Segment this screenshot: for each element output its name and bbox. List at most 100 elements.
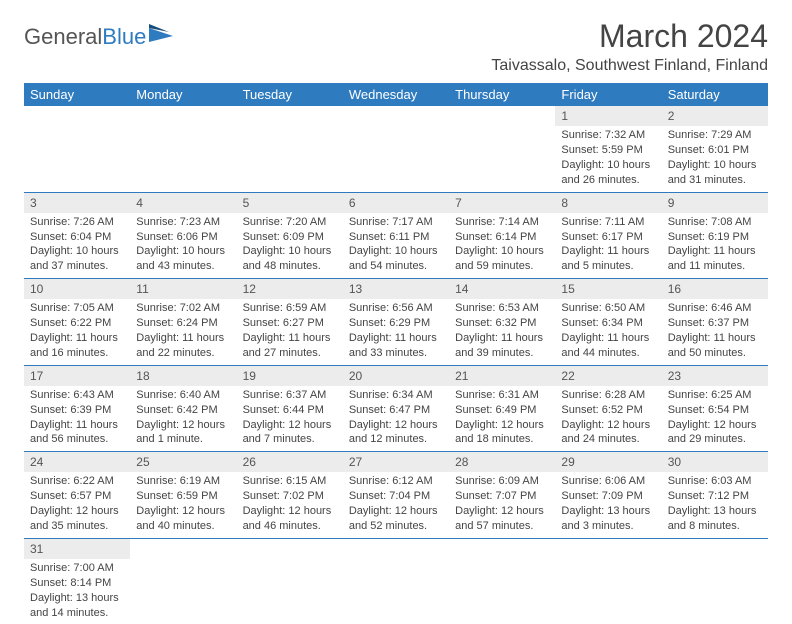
daylight-text: Daylight: 10 hours and 48 minutes. [243, 244, 337, 274]
weekday-header: Friday [555, 83, 661, 106]
day-body: Sunrise: 7:32 AMSunset: 5:59 PMDaylight:… [555, 126, 661, 191]
day-number: 30 [662, 452, 768, 472]
day-body: Sunrise: 6:40 AMSunset: 6:42 PMDaylight:… [130, 386, 236, 451]
daylight-text: Daylight: 10 hours and 26 minutes. [561, 158, 655, 188]
sunset-text: Sunset: 6:44 PM [243, 403, 337, 418]
calendar-cell: 13Sunrise: 6:56 AMSunset: 6:29 PMDayligh… [343, 279, 449, 366]
sunset-text: Sunset: 6:54 PM [668, 403, 762, 418]
sunset-text: Sunset: 6:04 PM [30, 230, 124, 245]
sunset-text: Sunset: 7:09 PM [561, 489, 655, 504]
sunrise-text: Sunrise: 7:11 AM [561, 215, 655, 230]
daylight-text: Daylight: 12 hours and 24 minutes. [561, 418, 655, 448]
calendar-cell: 19Sunrise: 6:37 AMSunset: 6:44 PMDayligh… [237, 365, 343, 452]
calendar-cell-empty [662, 538, 768, 624]
day-number: 24 [24, 452, 130, 472]
sunset-text: Sunset: 7:07 PM [455, 489, 549, 504]
sunrise-text: Sunrise: 6:25 AM [668, 388, 762, 403]
calendar-cell: 18Sunrise: 6:40 AMSunset: 6:42 PMDayligh… [130, 365, 236, 452]
sunrise-text: Sunrise: 7:00 AM [30, 561, 124, 576]
sunset-text: Sunset: 7:04 PM [349, 489, 443, 504]
sunrise-text: Sunrise: 6:12 AM [349, 474, 443, 489]
weekday-header: Sunday [24, 83, 130, 106]
month-title: March 2024 [491, 18, 768, 55]
day-number: 9 [662, 193, 768, 213]
sunrise-text: Sunrise: 7:32 AM [561, 128, 655, 143]
logo-text-2: Blue [102, 24, 146, 50]
calendar-cell: 7Sunrise: 7:14 AMSunset: 6:14 PMDaylight… [449, 192, 555, 279]
daylight-text: Daylight: 13 hours and 3 minutes. [561, 504, 655, 534]
daylight-text: Daylight: 11 hours and 27 minutes. [243, 331, 337, 361]
calendar-cell: 30Sunrise: 6:03 AMSunset: 7:12 PMDayligh… [662, 452, 768, 539]
day-number: 20 [343, 366, 449, 386]
sunrise-text: Sunrise: 7:26 AM [30, 215, 124, 230]
day-number: 1 [555, 106, 661, 126]
daylight-text: Daylight: 10 hours and 43 minutes. [136, 244, 230, 274]
calendar-cell: 6Sunrise: 7:17 AMSunset: 6:11 PMDaylight… [343, 192, 449, 279]
day-number: 6 [343, 193, 449, 213]
sunrise-text: Sunrise: 6:59 AM [243, 301, 337, 316]
weekday-header: Saturday [662, 83, 768, 106]
sunrise-text: Sunrise: 6:31 AM [455, 388, 549, 403]
weekday-header: Monday [130, 83, 236, 106]
daylight-text: Daylight: 11 hours and 56 minutes. [30, 418, 124, 448]
calendar-cell: 11Sunrise: 7:02 AMSunset: 6:24 PMDayligh… [130, 279, 236, 366]
day-body: Sunrise: 7:23 AMSunset: 6:06 PMDaylight:… [130, 213, 236, 278]
calendar-cell: 5Sunrise: 7:20 AMSunset: 6:09 PMDaylight… [237, 192, 343, 279]
sunset-text: Sunset: 6:39 PM [30, 403, 124, 418]
day-number: 22 [555, 366, 661, 386]
location: Taivassalo, Southwest Finland, Finland [491, 57, 768, 75]
sunrise-text: Sunrise: 7:02 AM [136, 301, 230, 316]
title-block: March 2024 Taivassalo, Southwest Finland… [491, 18, 768, 75]
calendar-cell: 14Sunrise: 6:53 AMSunset: 6:32 PMDayligh… [449, 279, 555, 366]
sunset-text: Sunset: 6:57 PM [30, 489, 124, 504]
daylight-text: Daylight: 13 hours and 8 minutes. [668, 504, 762, 534]
sunrise-text: Sunrise: 7:29 AM [668, 128, 762, 143]
sunrise-text: Sunrise: 6:28 AM [561, 388, 655, 403]
daylight-text: Daylight: 12 hours and 35 minutes. [30, 504, 124, 534]
day-number: 8 [555, 193, 661, 213]
sunrise-text: Sunrise: 6:56 AM [349, 301, 443, 316]
sunrise-text: Sunrise: 6:06 AM [561, 474, 655, 489]
day-body: Sunrise: 6:50 AMSunset: 6:34 PMDaylight:… [555, 299, 661, 364]
calendar-body: 1Sunrise: 7:32 AMSunset: 5:59 PMDaylight… [24, 106, 768, 624]
calendar-cell: 1Sunrise: 7:32 AMSunset: 5:59 PMDaylight… [555, 106, 661, 192]
calendar-row: 17Sunrise: 6:43 AMSunset: 6:39 PMDayligh… [24, 365, 768, 452]
daylight-text: Daylight: 10 hours and 59 minutes. [455, 244, 549, 274]
sunset-text: Sunset: 6:09 PM [243, 230, 337, 245]
daylight-text: Daylight: 12 hours and 46 minutes. [243, 504, 337, 534]
calendar-cell: 9Sunrise: 7:08 AMSunset: 6:19 PMDaylight… [662, 192, 768, 279]
day-body: Sunrise: 7:14 AMSunset: 6:14 PMDaylight:… [449, 213, 555, 278]
calendar-cell: 24Sunrise: 6:22 AMSunset: 6:57 PMDayligh… [24, 452, 130, 539]
day-body: Sunrise: 6:12 AMSunset: 7:04 PMDaylight:… [343, 472, 449, 537]
daylight-text: Daylight: 11 hours and 33 minutes. [349, 331, 443, 361]
daylight-text: Daylight: 13 hours and 14 minutes. [30, 591, 124, 621]
weekday-header: Wednesday [343, 83, 449, 106]
sunset-text: Sunset: 6:37 PM [668, 316, 762, 331]
calendar-cell: 31Sunrise: 7:00 AMSunset: 8:14 PMDayligh… [24, 538, 130, 624]
day-number: 14 [449, 279, 555, 299]
day-body: Sunrise: 6:46 AMSunset: 6:37 PMDaylight:… [662, 299, 768, 364]
calendar-row: 10Sunrise: 7:05 AMSunset: 6:22 PMDayligh… [24, 279, 768, 366]
day-body: Sunrise: 6:19 AMSunset: 6:59 PMDaylight:… [130, 472, 236, 537]
day-number: 12 [237, 279, 343, 299]
day-body: Sunrise: 7:05 AMSunset: 6:22 PMDaylight:… [24, 299, 130, 364]
sunrise-text: Sunrise: 6:43 AM [30, 388, 124, 403]
calendar-cell: 3Sunrise: 7:26 AMSunset: 6:04 PMDaylight… [24, 192, 130, 279]
calendar-cell: 8Sunrise: 7:11 AMSunset: 6:17 PMDaylight… [555, 192, 661, 279]
day-number: 2 [662, 106, 768, 126]
sunset-text: Sunset: 6:24 PM [136, 316, 230, 331]
calendar-cell-empty [555, 538, 661, 624]
header: GeneralBlue March 2024 Taivassalo, South… [24, 18, 768, 75]
day-body: Sunrise: 6:09 AMSunset: 7:07 PMDaylight:… [449, 472, 555, 537]
sunrise-text: Sunrise: 6:34 AM [349, 388, 443, 403]
calendar-cell: 15Sunrise: 6:50 AMSunset: 6:34 PMDayligh… [555, 279, 661, 366]
weekday-header: Tuesday [237, 83, 343, 106]
day-body: Sunrise: 6:59 AMSunset: 6:27 PMDaylight:… [237, 299, 343, 364]
day-number: 19 [237, 366, 343, 386]
calendar-cell: 29Sunrise: 6:06 AMSunset: 7:09 PMDayligh… [555, 452, 661, 539]
sunset-text: Sunset: 6:14 PM [455, 230, 549, 245]
sunset-text: Sunset: 6:52 PM [561, 403, 655, 418]
sunrise-text: Sunrise: 6:09 AM [455, 474, 549, 489]
day-number: 5 [237, 193, 343, 213]
daylight-text: Daylight: 12 hours and 7 minutes. [243, 418, 337, 448]
